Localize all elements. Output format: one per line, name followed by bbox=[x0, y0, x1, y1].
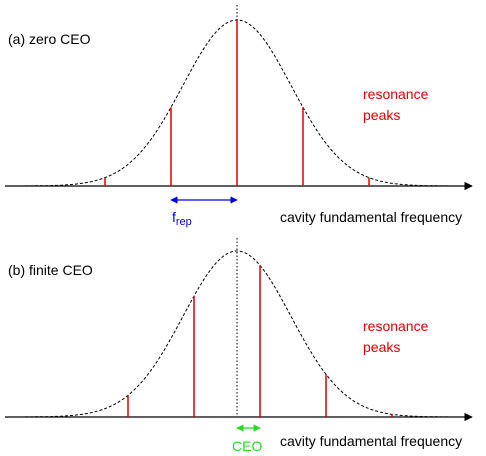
axis-label: cavity fundamental frequency bbox=[280, 433, 462, 449]
layer: (a) zero CEO resonance peaks frep cavity… bbox=[5, 5, 473, 454]
spacing-main: f bbox=[172, 209, 176, 225]
panel-label: (a) zero CEO bbox=[8, 31, 91, 47]
spacing-label: frep bbox=[172, 209, 192, 228]
offset-label: CEO bbox=[232, 438, 262, 454]
spacing-sub: rep bbox=[176, 216, 192, 228]
annotation: peaks bbox=[363, 107, 400, 123]
envelope bbox=[25, 250, 449, 418]
annotation: peaks bbox=[363, 339, 400, 355]
panel-label: (b) finite CEO bbox=[8, 262, 93, 278]
annotation: resonance bbox=[363, 86, 429, 102]
annotation: resonance bbox=[363, 318, 429, 334]
axis-label: cavity fundamental frequency bbox=[280, 209, 462, 225]
